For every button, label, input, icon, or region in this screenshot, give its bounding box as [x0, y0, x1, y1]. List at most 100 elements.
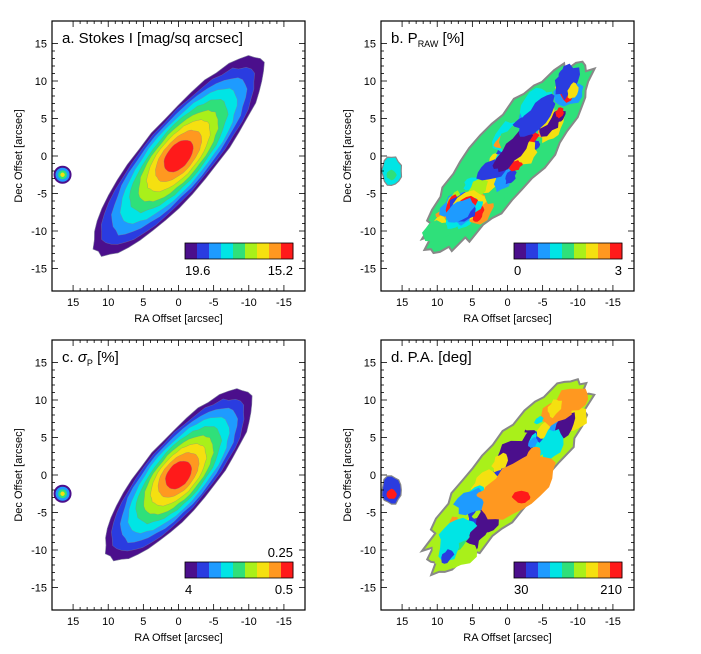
colorbar-swatch — [197, 243, 210, 259]
y-tick-label: -15 — [31, 583, 47, 595]
colorbar-swatch — [281, 243, 294, 259]
y-tick-label: 15 — [35, 39, 47, 51]
contour-patch — [438, 517, 478, 543]
contour-patch — [491, 452, 508, 473]
y-axis-label: Dec Offset [arcsec] — [13, 109, 25, 202]
panel-title: d. P.A. [deg] — [391, 349, 472, 366]
x-tick-label: 5 — [469, 616, 475, 628]
contour-patch — [547, 399, 562, 419]
colorbar-max-label: 0.5 — [275, 582, 293, 597]
colorbar-swatch — [185, 562, 198, 578]
colorbar-top-label: 0.25 — [268, 545, 293, 560]
y-tick-label: 10 — [35, 395, 47, 407]
x-tick-label: 0 — [504, 297, 510, 309]
colorbar-max-label: 15.2 — [268, 263, 293, 278]
y-axis-label: Dec Offset [arcsec] — [13, 428, 25, 521]
colorbar-max-label: 210 — [600, 582, 622, 597]
x-tick-label: 15 — [67, 297, 79, 309]
y-tick-label: 5 — [41, 114, 47, 126]
panel-c: 15 10 5 0 -5 -10 -15 -15 -10 -5 0 5 10 15 RA Offset [a… — [13, 339, 306, 644]
y-tick-label: -5 — [366, 189, 376, 201]
axis-ticks — [381, 340, 634, 610]
contour-patch — [554, 63, 580, 101]
x-tick-label: 15 — [67, 616, 79, 628]
x-tick-label: -10 — [241, 616, 257, 628]
colorbar-swatch — [610, 243, 623, 259]
contour-patch — [511, 490, 531, 504]
colorbar-swatch — [257, 243, 270, 259]
contour-patch — [492, 128, 534, 173]
x-tick-label: 0 — [175, 297, 181, 309]
colorbar-swatch — [257, 562, 270, 578]
contour-patch — [539, 429, 564, 462]
colorbar: 30 210 — [513, 561, 623, 597]
y-tick-label: -10 — [31, 226, 47, 238]
companion-source — [386, 169, 397, 181]
x-tick-label: 0 — [504, 616, 510, 628]
x-tick-label: -10 — [241, 297, 257, 309]
x-tick-label: -5 — [538, 616, 548, 628]
colorbar-swatch — [209, 243, 222, 259]
companion-source — [386, 488, 397, 499]
y-tick-label: 10 — [364, 76, 376, 88]
x-tick-label: -15 — [276, 616, 292, 628]
colorbar-min-label: 4 — [185, 582, 192, 597]
colorbar-swatch — [574, 243, 587, 259]
y-tick-label: -15 — [31, 264, 47, 276]
panel-title: b. PRAW [%] — [391, 30, 464, 49]
contour-patch — [528, 437, 538, 448]
x-tick-label: 0 — [175, 616, 181, 628]
y-tick-label: 15 — [364, 39, 376, 51]
contour-patch — [502, 445, 524, 471]
colorbar-swatch — [574, 562, 587, 578]
colorbar-swatch — [550, 243, 563, 259]
colorbar: 19.6 15.2 — [184, 242, 294, 278]
colorbar-swatch — [598, 562, 611, 578]
colorbar-swatch — [610, 562, 623, 578]
axis-ticks — [52, 340, 305, 610]
companion-source — [60, 172, 65, 177]
panel-a: 15 10 5 0 -5 -10 -15 -15 -10 -5 0 5 10 15 RA Offset [a… — [13, 20, 306, 325]
y-tick-label: -5 — [37, 189, 47, 201]
y-axis-label: Dec Offset [arcsec] — [342, 109, 354, 202]
x-tick-label: -15 — [605, 297, 621, 309]
y-tick-label: 15 — [364, 358, 376, 370]
contour-map — [53, 55, 265, 257]
x-tick-label: -15 — [276, 297, 292, 309]
y-tick-label: -15 — [360, 264, 376, 276]
panel-title: c. σP [%] — [62, 349, 119, 368]
colorbar-swatch — [526, 562, 539, 578]
y-tick-label: -10 — [360, 545, 376, 557]
axis-ticks — [381, 21, 634, 291]
x-tick-label: 15 — [396, 616, 408, 628]
contour-patch — [422, 220, 452, 243]
colorbar-min-label: 0 — [514, 263, 521, 278]
contour-map — [53, 388, 253, 562]
x-tick-label: -5 — [538, 297, 548, 309]
x-axis-label: RA Offset [arcsec] — [463, 632, 551, 644]
x-axis-label: RA Offset [arcsec] — [134, 632, 222, 644]
colorbar-swatch — [538, 562, 551, 578]
x-tick-label: 5 — [140, 616, 146, 628]
colorbar-swatch — [245, 243, 258, 259]
x-tick-label: 10 — [431, 616, 443, 628]
y-tick-label: 5 — [370, 433, 376, 445]
contour-patch — [567, 82, 579, 99]
colorbar-max-label: 3 — [615, 263, 622, 278]
contour-patch — [441, 549, 455, 564]
colorbar-swatch — [514, 243, 527, 259]
colorbar-swatch — [221, 562, 234, 578]
colorbar: 4 0.5 0.25 — [184, 545, 294, 597]
x-axis-label: RA Offset [arcsec] — [463, 313, 551, 325]
colorbar-swatch — [185, 243, 198, 259]
x-tick-label: 5 — [469, 297, 475, 309]
colorbar-swatch — [586, 562, 599, 578]
x-tick-label: 5 — [140, 297, 146, 309]
y-tick-label: 15 — [35, 358, 47, 370]
colorbar-swatch — [538, 243, 551, 259]
contour-map — [381, 377, 596, 577]
contour-patch — [558, 69, 567, 80]
x-axis-label: RA Offset [arcsec] — [134, 313, 222, 325]
